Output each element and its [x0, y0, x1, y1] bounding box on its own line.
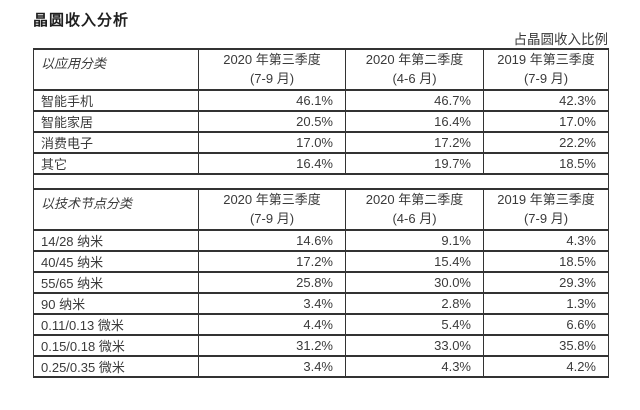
column-header-2020-q2: 2020 年第二季度 (4-6 月)	[345, 48, 484, 91]
value-cell: 18.5%	[483, 152, 609, 175]
application-section-label: 以应用分类	[33, 48, 199, 91]
value-cell: 9.1%	[345, 229, 484, 252]
value-cell: 19.7%	[345, 152, 484, 175]
column-header-months-text: (7-9 月)	[249, 210, 295, 226]
value-cell: 4.3%	[483, 229, 609, 252]
table-row-others: 其它 16.4% 19.7% 18.5%	[33, 152, 609, 175]
application-header-row: 以应用分类 2020 年第三季度 (7-9 月) 2020 年第二季度 (4-6…	[33, 48, 609, 91]
column-header-months-text: (4-6 月)	[392, 210, 437, 226]
row-label: 14/28 纳米	[33, 229, 199, 252]
value-cell: 3.4%	[198, 292, 346, 315]
row-label: 55/65 纳米	[33, 271, 199, 294]
page-title: 晶圆收入分析	[33, 12, 130, 29]
section-spacer-row	[33, 173, 609, 190]
row-label: 0.11/0.13 微米	[33, 313, 199, 336]
value-cell: 18.5%	[483, 250, 609, 273]
value-cell: 15.4%	[345, 250, 484, 273]
value-cell: 31.2%	[198, 334, 346, 357]
value-cell: 17.0%	[198, 131, 346, 154]
value-cell: 46.1%	[198, 89, 346, 112]
column-header-2019-q3: 2019 年第三季度 (7-9 月)	[483, 48, 609, 91]
row-label: 消费电子	[33, 131, 199, 154]
row-label: 其它	[33, 152, 199, 175]
column-header-quarter-text: 2020 年第二季度	[365, 52, 464, 68]
value-cell: 25.8%	[198, 271, 346, 294]
value-cell: 17.2%	[345, 131, 484, 154]
column-header-2019-q3: 2019 年第三季度 (7-9 月)	[483, 188, 609, 231]
caption-right: 占晶圆收入比例	[513, 32, 609, 47]
value-cell: 16.4%	[198, 152, 346, 175]
table-row-025-035um: 0.25/0.35 微米 3.4% 4.3% 4.2%	[33, 355, 609, 378]
section-spacer	[33, 173, 609, 190]
table-row-smart-home: 智能家居 20.5% 16.4% 17.0%	[33, 110, 609, 133]
table-row-consumer-electronics: 消费电子 17.0% 17.2% 22.2%	[33, 131, 609, 154]
table-row-015-018um: 0.15/0.18 微米 31.2% 33.0% 35.8%	[33, 334, 609, 357]
table-row-55-65nm: 55/65 纳米 25.8% 30.0% 29.3%	[33, 271, 609, 294]
technology-node-section-label: 以技术节点分类	[33, 188, 199, 231]
value-cell: 42.3%	[483, 89, 609, 112]
column-header-quarter-text: 2020 年第三季度	[223, 192, 321, 208]
column-header-2020-q2: 2020 年第二季度 (4-6 月)	[345, 188, 484, 231]
table-row-smartphone: 智能手机 46.1% 46.7% 42.3%	[33, 89, 609, 112]
column-header-quarter-text: 2019 年第三季度	[497, 192, 595, 208]
table-row-011-013um: 0.11/0.13 微米 4.4% 5.4% 6.6%	[33, 313, 609, 336]
value-cell: 3.4%	[198, 355, 346, 378]
value-cell: 22.2%	[483, 131, 609, 154]
technology-node-header-row: 以技术节点分类 2020 年第三季度 (7-9 月) 2020 年第二季度 (4…	[33, 188, 609, 231]
value-cell: 16.4%	[345, 110, 484, 133]
value-cell: 4.4%	[198, 313, 346, 336]
table-row-14-28nm: 14/28 纳米 14.6% 9.1% 4.3%	[33, 229, 609, 252]
value-cell: 6.6%	[483, 313, 609, 336]
row-label: 智能家居	[33, 110, 199, 133]
row-label: 0.15/0.18 微米	[33, 334, 199, 357]
wafer-revenue-table: 以应用分类 2020 年第三季度 (7-9 月) 2020 年第二季度 (4-6…	[33, 48, 609, 378]
column-header-2020-q3: 2020 年第三季度 (7-9 月)	[198, 48, 346, 91]
value-cell: 35.8%	[483, 334, 609, 357]
row-label: 40/45 纳米	[33, 250, 199, 273]
row-label: 90 纳米	[33, 292, 199, 315]
value-cell: 33.0%	[345, 334, 484, 357]
table-row-40-45nm: 40/45 纳米 17.2% 15.4% 18.5%	[33, 250, 609, 273]
column-header-quarter-text: 2019 年第三季度	[497, 52, 595, 68]
column-header-months-text: (7-9 月)	[249, 70, 295, 86]
value-cell: 2.8%	[345, 292, 484, 315]
value-cell: 17.2%	[198, 250, 346, 273]
column-header-months-text: (7-9 月)	[523, 210, 569, 226]
value-cell: 20.5%	[198, 110, 346, 133]
value-cell: 30.0%	[345, 271, 484, 294]
table-row-90nm: 90 纳米 3.4% 2.8% 1.3%	[33, 292, 609, 315]
value-cell: 4.2%	[483, 355, 609, 378]
value-cell: 17.0%	[483, 110, 609, 133]
column-header-quarter-text: 2020 年第二季度	[365, 192, 464, 208]
column-header-months-text: (7-9 月)	[523, 70, 569, 86]
row-label: 0.25/0.35 微米	[33, 355, 199, 378]
column-header-months-text: (4-6 月)	[392, 70, 437, 86]
value-cell: 5.4%	[345, 313, 484, 336]
value-cell: 14.6%	[198, 229, 346, 252]
column-header-2020-q3: 2020 年第三季度 (7-9 月)	[198, 188, 346, 231]
value-cell: 1.3%	[483, 292, 609, 315]
value-cell: 4.3%	[345, 355, 484, 378]
row-label: 智能手机	[33, 89, 199, 112]
value-cell: 29.3%	[483, 271, 609, 294]
value-cell: 46.7%	[345, 89, 484, 112]
column-header-quarter-text: 2020 年第三季度	[223, 52, 321, 68]
